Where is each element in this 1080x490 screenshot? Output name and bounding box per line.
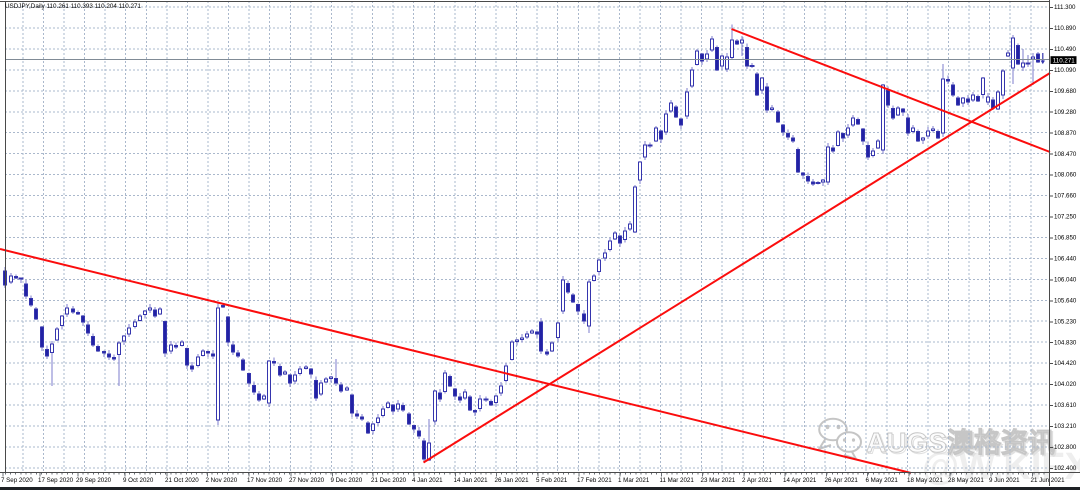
svg-text:104.020: 104.020 [1054,381,1077,388]
svg-text:106.440: 106.440 [1054,256,1077,263]
svg-text:2 Apr 2021: 2 Apr 2021 [742,477,772,484]
svg-text:18 May 2021: 18 May 2021 [907,477,943,484]
svg-text:110.490: 110.490 [1054,46,1076,53]
svg-text:28 May 2021: 28 May 2021 [948,477,984,484]
svg-text:107.660: 107.660 [1054,193,1077,200]
svg-text:7 Sep 2020: 7 Sep 2020 [1,477,33,484]
svg-text:9 Oct 2020: 9 Oct 2020 [123,477,154,484]
svg-text:108.470: 108.470 [1054,151,1077,158]
svg-text:9 Jun 2021: 9 Jun 2021 [989,477,1020,484]
svg-text:17 Feb 2021: 17 Feb 2021 [577,477,612,484]
svg-text:9 Dec 2020: 9 Dec 2020 [331,477,363,484]
svg-text:111.300: 111.300 [1054,4,1076,11]
svg-text:103.610: 103.610 [1054,402,1077,409]
svg-text:21 Jun 2021: 21 Jun 2021 [1031,477,1066,484]
svg-text:4 Jan 2021: 4 Jan 2021 [412,477,443,484]
svg-text:103.210: 103.210 [1054,423,1077,430]
svg-text:23 Mar 2021: 23 Mar 2021 [701,477,736,484]
svg-text:105.640: 105.640 [1054,297,1077,304]
svg-text:102.400: 102.400 [1054,465,1077,472]
svg-text:106.850: 106.850 [1054,235,1077,242]
svg-text:106.040: 106.040 [1054,276,1077,283]
svg-text:6 May 2021: 6 May 2021 [866,477,899,484]
svg-text:27 Nov 2020: 27 Nov 2020 [289,477,325,484]
svg-text:26 Apr 2021: 26 Apr 2021 [825,477,859,484]
svg-text:17 Sep 2020: 17 Sep 2020 [38,477,74,484]
svg-text:110.090: 110.090 [1054,67,1076,74]
svg-text:14 Apr 2021: 14 Apr 2021 [783,477,817,484]
svg-text:104.420: 104.420 [1054,360,1077,367]
svg-text:1 Mar 2021: 1 Mar 2021 [618,477,650,484]
svg-text:AUGS澳格资讯: AUGS澳格资讯 [866,427,1055,458]
svg-text:21 Oct 2020: 21 Oct 2020 [165,477,199,484]
svg-text:104.830: 104.830 [1054,339,1077,346]
svg-text:USDJPY,Daily 110.261 110.393: USDJPY,Daily 110.261 110.393 110.204 110… [5,3,141,10]
svg-text:26 Jan 2021: 26 Jan 2021 [495,477,530,484]
svg-text:21 Dec 2020: 21 Dec 2020 [371,477,407,484]
svg-text:14 Jan 2021: 14 Jan 2021 [454,477,489,484]
svg-text:109.680: 109.680 [1054,88,1077,95]
svg-text:107.250: 107.250 [1054,214,1077,221]
svg-text:AUGS澳格资讯: AUGS澳格资讯 [868,429,1057,460]
svg-text:17 Nov 2020: 17 Nov 2020 [247,477,283,484]
svg-text:105.230: 105.230 [1054,318,1077,325]
svg-text:109.280: 109.280 [1054,109,1077,116]
svg-text:110.890: 110.890 [1054,25,1076,32]
svg-text:108.060: 108.060 [1054,172,1077,179]
svg-text:110.271: 110.271 [1053,58,1075,65]
svg-text:108.870: 108.870 [1054,130,1077,137]
svg-text:102.800: 102.800 [1054,444,1077,451]
svg-text:29 Sep 2020: 29 Sep 2020 [76,477,112,484]
svg-text:5 Feb 2021: 5 Feb 2021 [536,477,568,484]
svg-text:11 Mar 2021: 11 Mar 2021 [660,477,695,484]
svg-text:2 Nov 2020: 2 Nov 2020 [206,477,238,484]
